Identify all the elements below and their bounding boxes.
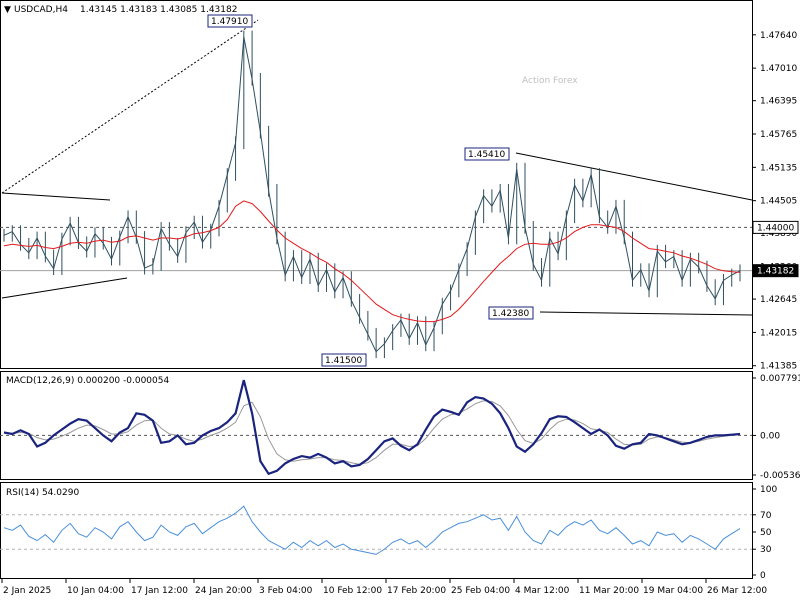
macd-tick-label: 0.00 <box>760 431 780 441</box>
macd-signal-line <box>4 400 741 465</box>
price-tick-label: 1.44505 <box>760 197 797 207</box>
triangle-upper-line <box>1 192 111 201</box>
wedge-lower-line <box>539 311 753 316</box>
header-symbol: USDCAD,H4 <box>14 5 68 15</box>
wedge-upper-line <box>515 152 753 201</box>
x-tick-label: 24 Jan 20:00 <box>195 586 252 596</box>
x-tick-label: 11 Mar 20:00 <box>579 586 639 596</box>
price-pane-frame <box>0 0 753 369</box>
price-trendlines: 1.44000 1.43182 <box>0 19 799 316</box>
extreme-label: 1.47910 <box>211 17 248 27</box>
extreme-label-box <box>464 147 510 161</box>
level-label: 1.44000 <box>757 223 794 233</box>
x-tick-label: 10 Feb 12:00 <box>323 586 382 596</box>
triangle-lower-line <box>1 277 128 299</box>
extreme-label: 1.45410 <box>468 150 505 160</box>
price-tick-label: 1.47640 <box>760 31 797 41</box>
macd-pane-frame <box>0 371 753 480</box>
rsi-line <box>3 505 741 555</box>
price-tick-label: 1.42015 <box>760 328 797 338</box>
rsi-tick-label: 30 <box>760 545 772 555</box>
moving-average-line <box>3 200 741 323</box>
rsi-series <box>3 505 741 555</box>
x-tick-label: 3 Feb 04:00 <box>259 586 313 596</box>
x-axis: 2 Jan 2025 10 Jan 04:00 17 Jan 12:00 24 Jan… <box>1 579 767 596</box>
price-series <box>3 30 741 359</box>
header-ohlc: 1.43145 1.43183 1.43085 1.43182 <box>80 5 237 15</box>
extreme-label-box <box>207 14 253 28</box>
watermark: Action Forex <box>522 76 578 86</box>
price-tick-label: 1.42645 <box>760 295 797 305</box>
x-tick-label: 2 Jan 2025 <box>3 586 51 596</box>
macd-tick-label: 0.007791 <box>760 374 800 384</box>
price-axis: 1.47640 1.47010 1.46395 1.45765 1.45135 1.445… <box>752 31 797 372</box>
rsi-tick-label: 70 <box>760 511 772 521</box>
rsi-pane-frame <box>0 482 753 579</box>
rsi-tick-label: 100 <box>760 485 777 495</box>
header-arrow: ▼ <box>4 5 11 15</box>
extreme-label-box <box>488 306 534 320</box>
current-price-tag <box>752 264 799 278</box>
price-tick-label: 1.43890 <box>760 229 797 239</box>
rsi-tick-label: 50 <box>760 528 772 538</box>
x-tick-label: 17 Feb 20:00 <box>387 586 446 596</box>
extreme-label: 1.41500 <box>325 356 362 366</box>
macd-axis: 0.007791 0.00 -0.005367 <box>0 374 800 481</box>
macd-title: MACD(12,26,9) 0.000200 -0.000054 <box>6 376 169 386</box>
current-price-label: 1.43182 <box>757 267 794 277</box>
macd-tick-label: -0.005367 <box>760 471 800 481</box>
price-tick-label: 1.47010 <box>760 64 797 74</box>
x-tick-label: 4 Mar 12:00 <box>515 586 570 596</box>
rsi-title: RSI(14) 54.0290 <box>6 488 79 498</box>
extreme-label-box <box>321 353 367 367</box>
rsi-axis: 100 70 50 30 0 <box>0 485 777 581</box>
macd-line <box>3 379 741 476</box>
price-tick-label: 1.45135 <box>760 163 797 173</box>
x-tick-label: 26 Mar 12:00 <box>707 586 767 596</box>
rsi-tick-label: 0 <box>760 571 766 581</box>
x-tick-label: 17 Jan 12:00 <box>131 586 188 596</box>
price-tick-label: 1.46395 <box>760 97 797 107</box>
extreme-label: 1.42380 <box>492 309 529 319</box>
x-tick-label: 25 Feb 04:00 <box>451 586 510 596</box>
price-annotations: 1.47910 1.45410 1.42380 1.41500 <box>207 14 534 367</box>
level-tag <box>752 220 799 234</box>
macd-series <box>3 379 741 476</box>
x-tick-label: 10 Jan 04:00 <box>67 586 124 596</box>
close-line <box>3 36 741 353</box>
x-tick-label: 19 Mar 04:00 <box>643 586 703 596</box>
price-tick-label: 1.41385 <box>760 362 797 372</box>
dotted-trendline <box>1 19 259 194</box>
price-tick-label: 1.45765 <box>760 130 797 140</box>
